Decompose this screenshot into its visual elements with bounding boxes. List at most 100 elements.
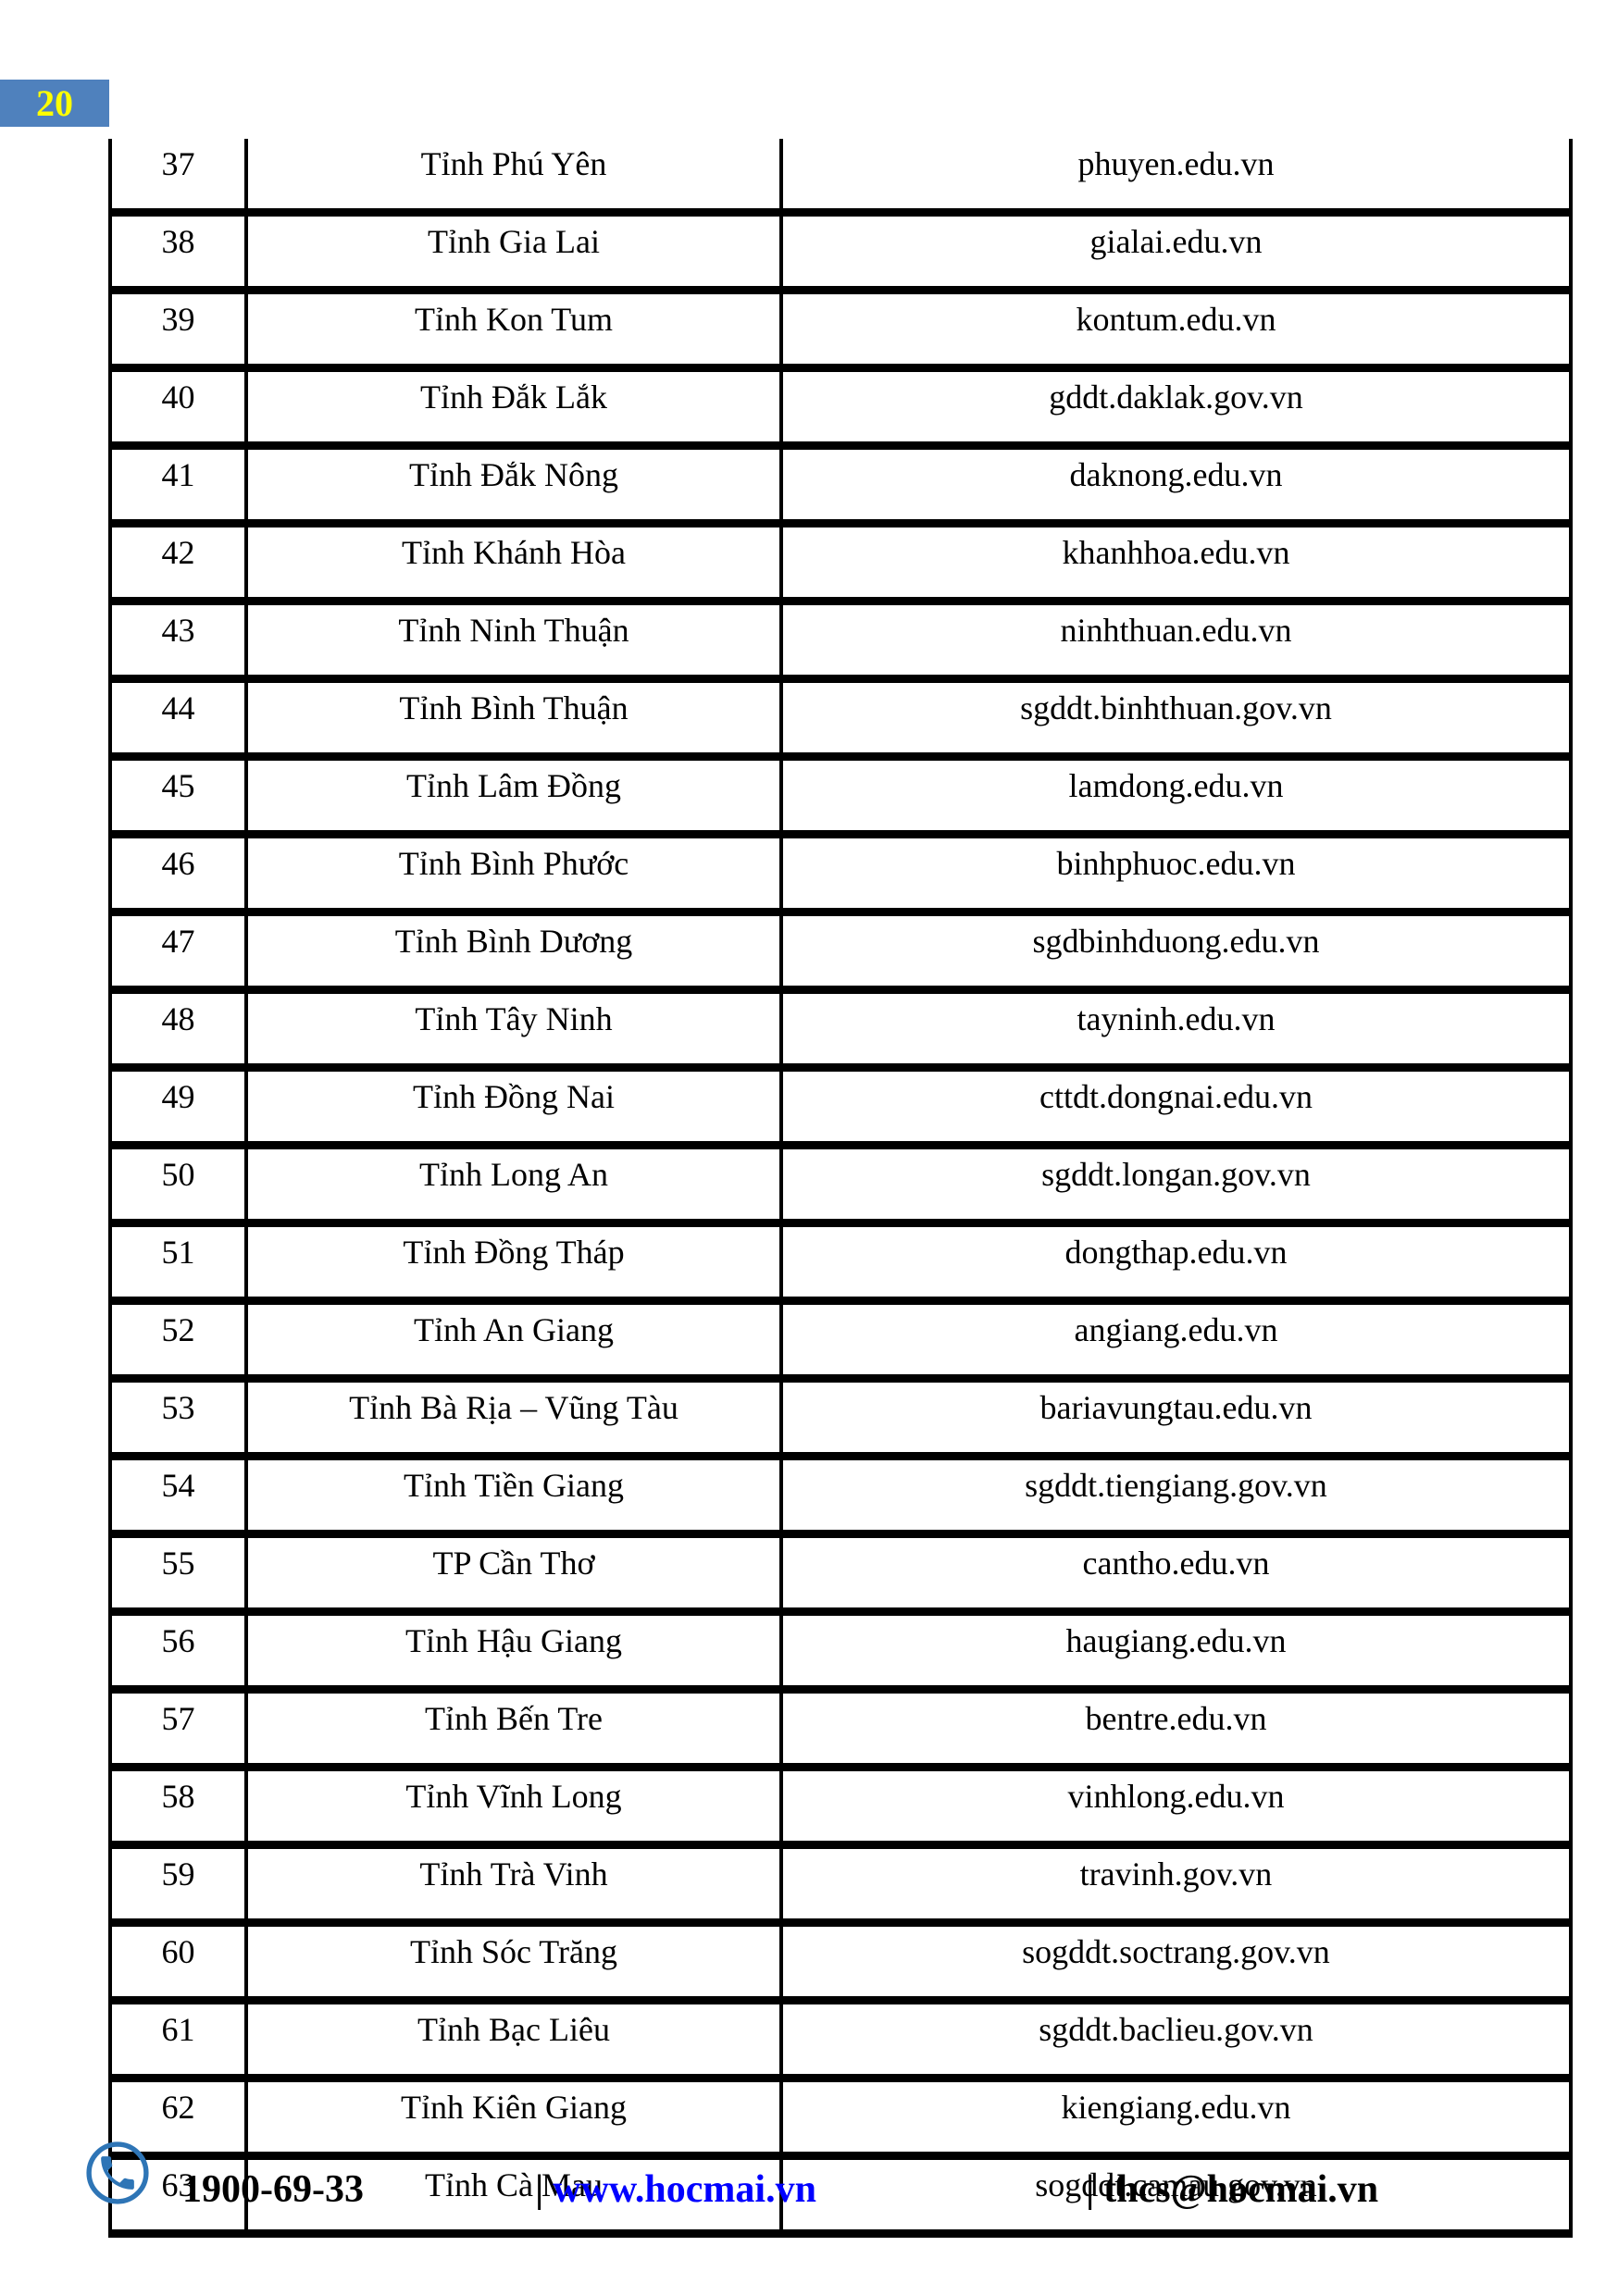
cell-no: 52 [108,1300,248,1383]
cell-website: sgddt.baclieu.gov.vn [779,2000,1573,2082]
cell-province: Tỉnh Tây Ninh [244,989,783,1072]
cell-website: sgddt.tiengiang.gov.vn [779,1456,1573,1538]
cell-website: kiengiang.edu.vn [779,2078,1573,2160]
cell-province: Tỉnh Bình Thuận [244,678,783,761]
table-row: 39 Tỉnh Kon Tum kontum.edu.vn [108,290,1573,372]
cell-province: Tỉnh Đắk Lắk [244,367,783,450]
cell-no: 53 [108,1378,248,1460]
cell-no: 51 [108,1222,248,1305]
cell-website: sgddt.longan.gov.vn [779,1145,1573,1227]
cell-website: binhphuoc.edu.vn [779,834,1573,916]
table-row: 58 Tỉnh Vĩnh Long vinhlong.edu.vn [108,1767,1573,1849]
cell-province: Tỉnh Phú Yên [244,139,783,217]
cell-no: 59 [108,1844,248,1927]
cell-province: Tỉnh Tiền Giang [244,1456,783,1538]
table-row: 62 Tỉnh Kiên Giang kiengiang.edu.vn [108,2078,1573,2160]
cell-province: Tỉnh Ninh Thuận [244,601,783,683]
table-row: 59 Tỉnh Trà Vinh travinh.gov.vn [108,1844,1573,1927]
table-row: 50 Tỉnh Long An sgddt.longan.gov.vn [108,1145,1573,1227]
cell-website: sogddt.camau.gov.vn [779,2155,1573,2238]
cell-website: bentre.edu.vn [779,1689,1573,1771]
cell-website: cttdt.dongnai.edu.vn [779,1067,1573,1149]
cell-province: Tỉnh Vĩnh Long [244,1767,783,1849]
table-row: 54 Tỉnh Tiền Giang sgddt.tiengiang.gov.vn [108,1456,1573,1538]
cell-no: 57 [108,1689,248,1771]
cell-website: cantho.edu.vn [779,1533,1573,1616]
cell-province: Tỉnh Kon Tum [244,290,783,372]
cell-province: Tỉnh Gia Lai [244,212,783,294]
cell-no: 37 [108,139,248,217]
cell-website: vinhlong.edu.vn [779,1767,1573,1849]
table-row: 38 Tỉnh Gia Lai gialai.edu.vn [108,212,1573,294]
footer-email-address: thcs@hocmai.vn [1103,2168,1379,2211]
cell-province: Tỉnh Bạc Liêu [244,2000,783,2082]
table-row: 55 TP Cần Thơ cantho.edu.vn [108,1533,1573,1616]
table-row: 47 Tỉnh Bình Dương sgdbinhduong.edu.vn [108,912,1573,994]
cell-province: Tỉnh Bà Rịa – Vũng Tàu [244,1378,783,1460]
cell-no: 58 [108,1767,248,1849]
cell-no: 55 [108,1533,248,1616]
province-table-body: 37 Tỉnh Phú Yên phuyen.edu.vn 38 Tỉnh Gia La… [108,139,1573,2238]
table-row: 44 Tỉnh Bình Thuận sgddt.binhthuan.gov.vn [108,678,1573,761]
cell-no: 54 [108,1456,248,1538]
table-row: 41 Tỉnh Đắk Nông daknong.edu.vn [108,445,1573,527]
table-row: 52 Tỉnh An Giang angiang.edu.vn [108,1300,1573,1383]
table-row: 51 Tỉnh Đồng Tháp dongthap.edu.vn [108,1222,1573,1305]
cell-province: Tỉnh Lâm Đồng [244,756,783,838]
cell-province: Tỉnh Đồng Tháp [244,1222,783,1305]
cell-website: khanhhoa.edu.vn [779,523,1573,605]
footer-separator: | [535,2168,544,2211]
table-row: 63 Tỉnh Cà Mau sogddt.camau.gov.vn [108,2155,1573,2238]
cell-website: gddt.daklak.gov.vn [779,367,1573,450]
table-row: 43 Tỉnh Ninh Thuận ninhthuan.edu.vn [108,601,1573,683]
cell-website: sgddt.binhthuan.gov.vn [779,678,1573,761]
cell-website: travinh.gov.vn [779,1844,1573,1927]
cell-no: 44 [108,678,248,761]
phone-icon-circle [86,2141,149,2204]
cell-no: 61 [108,2000,248,2082]
cell-province: TP Cần Thơ [244,1533,783,1616]
table-row: 45 Tỉnh Lâm Đồng lamdong.edu.vn [108,756,1573,838]
table-row: 46 Tỉnh Bình Phước binhphuoc.edu.vn [108,834,1573,916]
cell-province: Tỉnh Hậu Giang [244,1611,783,1694]
cell-province: Tỉnh Đắk Nông [244,445,783,527]
cell-province: Tỉnh Cà Mau [244,2155,783,2238]
table-row: 56 Tỉnh Hậu Giang haugiang.edu.vn [108,1611,1573,1694]
cell-no: 56 [108,1611,248,1694]
cell-province: Tỉnh Trà Vinh [244,1844,783,1927]
table-row: 37 Tỉnh Phú Yên phuyen.edu.vn [108,139,1573,217]
cell-website: gialai.edu.vn [779,212,1573,294]
cell-website: phuyen.edu.vn [779,139,1573,217]
table-row: 53 Tỉnh Bà Rịa – Vũng Tàu bariavungtau.edu… [108,1378,1573,1460]
cell-no: 46 [108,834,248,916]
cell-province: Tỉnh Long An [244,1145,783,1227]
footer-website-link[interactable]: www.hocmai.vn [553,2168,816,2211]
cell-province: Tỉnh An Giang [244,1300,783,1383]
table-row: 49 Tỉnh Đồng Nai cttdt.dongnai.edu.vn [108,1067,1573,1149]
cell-website: kontum.edu.vn [779,290,1573,372]
cell-no: 47 [108,912,248,994]
cell-website: daknong.edu.vn [779,445,1573,527]
cell-website: haugiang.edu.vn [779,1611,1573,1694]
cell-province: Tỉnh Sóc Trăng [244,1922,783,2004]
cell-no: 49 [108,1067,248,1149]
cell-no: 48 [108,989,248,1072]
page-number-badge: 20 [0,80,109,127]
cell-no: 39 [108,290,248,372]
cell-province: Tỉnh Bình Phước [244,834,783,916]
footer-phone-number: 1900-69-33 [182,2168,364,2211]
cell-no: 63 [108,2155,248,2238]
table-row: 42 Tỉnh Khánh Hòa khanhhoa.edu.vn [108,523,1573,605]
cell-website: lamdong.edu.vn [779,756,1573,838]
cell-website: ninhthuan.edu.vn [779,601,1573,683]
table-row: 60 Tỉnh Sóc Trăng sogddt.soctrang.gov.vn [108,1922,1573,2004]
page-footer: 1900-69-33 | www.hocmai.vn | thcs@hocmai.v… [0,2133,1618,2216]
table-row: 48 Tỉnh Tây Ninh tayninh.edu.vn [108,989,1573,1072]
table-row: 40 Tỉnh Đắk Lắk gddt.daklak.gov.vn [108,367,1573,450]
cell-no: 60 [108,1922,248,2004]
footer-website: | www.hocmai.vn [535,2167,816,2212]
footer-email: | thcs@hocmai.vn [1086,2167,1378,2212]
cell-website: tayninh.edu.vn [779,989,1573,1072]
cell-province: Tỉnh Bình Dương [244,912,783,994]
